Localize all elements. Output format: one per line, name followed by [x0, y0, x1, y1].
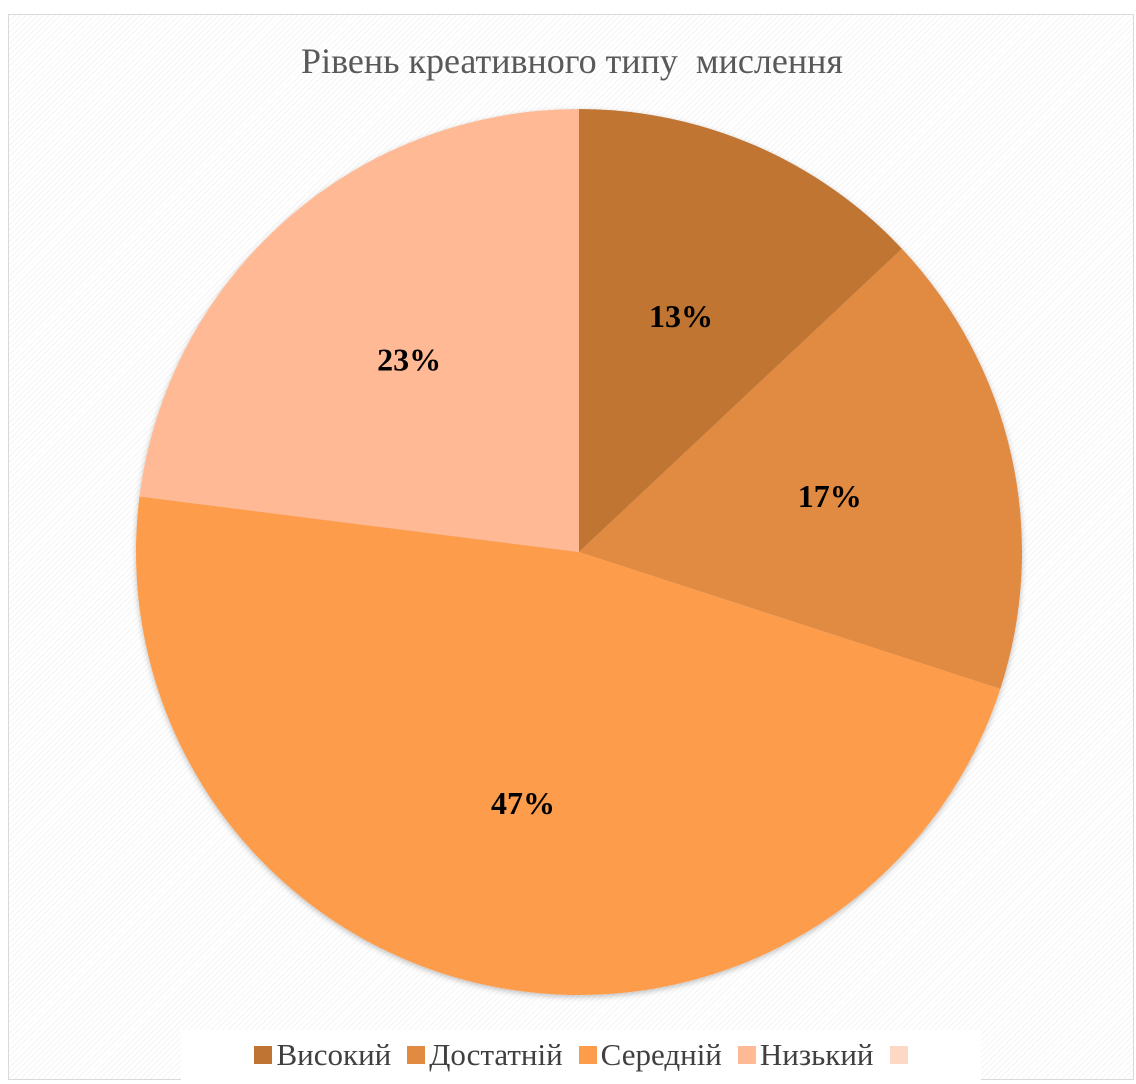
data-label: 17%	[798, 478, 862, 514]
legend-item: Високий	[254, 1037, 391, 1073]
chart-area: Рівень креативного типу мислення 13% 17% 4…	[8, 14, 1134, 1080]
legend-item: Середній	[578, 1037, 722, 1073]
legend-swatch	[254, 1046, 273, 1064]
data-label: 13%	[649, 298, 713, 334]
legend: Високий Достатній Середній Низький	[181, 1030, 981, 1080]
legend-item: Низький	[737, 1037, 874, 1073]
legend-item: Достатній	[407, 1037, 563, 1073]
legend-swatch	[889, 1046, 908, 1064]
legend-swatch	[578, 1046, 597, 1064]
pie-slice	[579, 109, 902, 552]
legend-label: Середній	[600, 1037, 722, 1072]
legend-label: Високий	[276, 1037, 392, 1072]
pie-slice	[135, 496, 1001, 996]
legend-label: Низький	[759, 1037, 874, 1072]
legend-swatch	[737, 1046, 756, 1064]
pie-slice	[579, 248, 1023, 689]
data-label: 47%	[491, 785, 555, 821]
legend-label: Достатній	[429, 1037, 563, 1072]
data-label: 23%	[377, 341, 441, 377]
legend-swatch	[407, 1046, 426, 1064]
pie-slice	[139, 109, 579, 552]
legend-item	[889, 1046, 908, 1064]
pie-chart: 13% 17% 47% 23%	[135, 109, 1023, 996]
chart-title: Рівень креативного типу мислення	[301, 41, 843, 81]
